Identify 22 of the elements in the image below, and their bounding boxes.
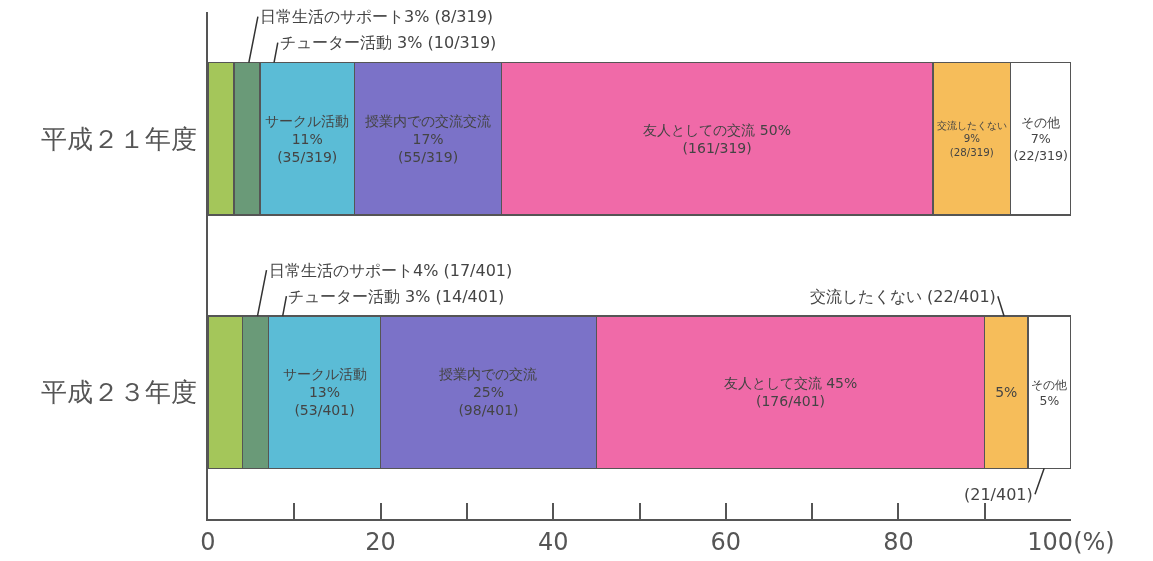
data-label: サークル活動 13% (53/401) <box>282 366 367 419</box>
x-tick-label: 60 <box>710 527 742 556</box>
annotation: 日常生活のサポート4% (17/401) <box>269 261 513 280</box>
annotation: チューター活動 3% (14/401) <box>288 287 505 306</box>
y-tick-label: 平成２３年度 <box>40 377 197 408</box>
x-tick-label: 40 <box>537 527 569 556</box>
data-label: 交流したくない 9% (28/319) <box>936 120 1007 158</box>
data-label: 友人として交流 45% (176/401) <box>723 375 858 410</box>
annotation: 交流したくない (22/401) <box>810 287 996 306</box>
x-tick-label: 100(%) <box>1027 527 1115 556</box>
annotation: 日常生活のサポート3% (8/319) <box>260 7 494 26</box>
data-label: 授業内での交流交流 17% (55/319) <box>365 112 492 165</box>
y-tick-label: 平成２１年度 <box>40 123 197 154</box>
x-tick-label: 80 <box>883 527 914 556</box>
x-tick-label: 0 <box>200 527 216 556</box>
data-label: 授業内での交流 25% (98/401) <box>439 366 538 419</box>
annotation: チューター活動 3% (10/319) <box>280 33 497 52</box>
data-label: サークル活動 11% (35/319) <box>265 112 350 165</box>
x-tick-label: 20 <box>365 527 396 556</box>
data-label: その他 7% (22/319) <box>1013 114 1068 163</box>
data-label: 友人としての交流 50% (161/319) <box>643 121 791 156</box>
annotation: (21/401) <box>964 485 1033 504</box>
